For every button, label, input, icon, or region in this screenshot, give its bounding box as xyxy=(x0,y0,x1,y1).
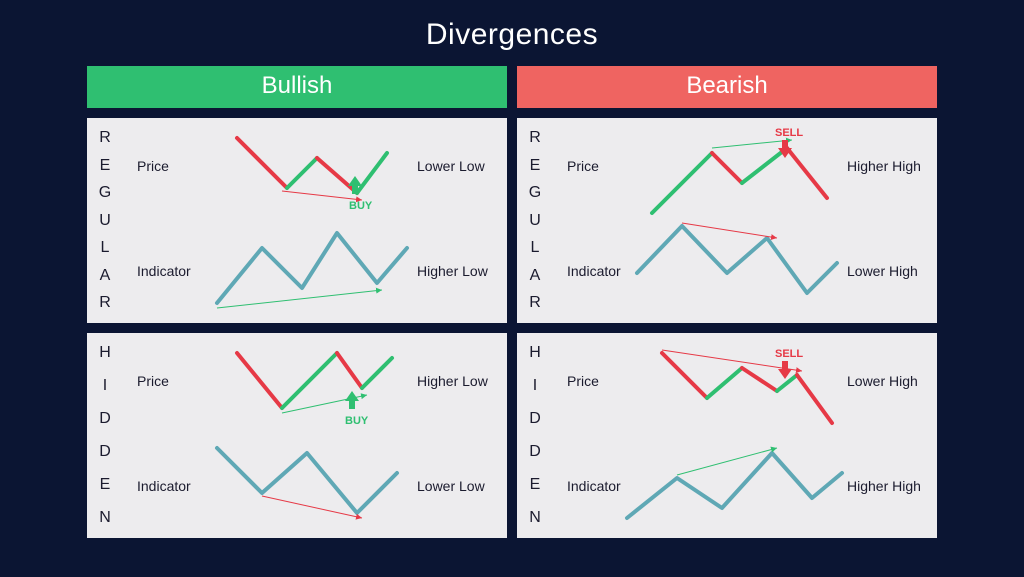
panel-bullish-hidden: HIDDENPriceIndicatorHigher LowLower LowB… xyxy=(87,333,507,538)
panel-bullish-regular: REGULARPriceIndicatorLower LowHigher Low… xyxy=(87,118,507,323)
panel-bearish-hidden: HIDDENPriceIndicatorLower HighHigher Hig… xyxy=(517,333,937,538)
panel-bearish-regular: REGULARPriceIndicatorHigher HighLower Hi… xyxy=(517,118,937,323)
panel-grid: Bullish Bearish REGULARPriceIndicatorLow… xyxy=(87,66,937,538)
main-title: Divergences xyxy=(0,18,1024,52)
bullish-header: Bullish xyxy=(87,66,507,108)
divergences-infographic: Divergences Bullish Bearish REGULARPrice… xyxy=(0,0,1024,577)
bearish-header: Bearish xyxy=(517,66,937,108)
